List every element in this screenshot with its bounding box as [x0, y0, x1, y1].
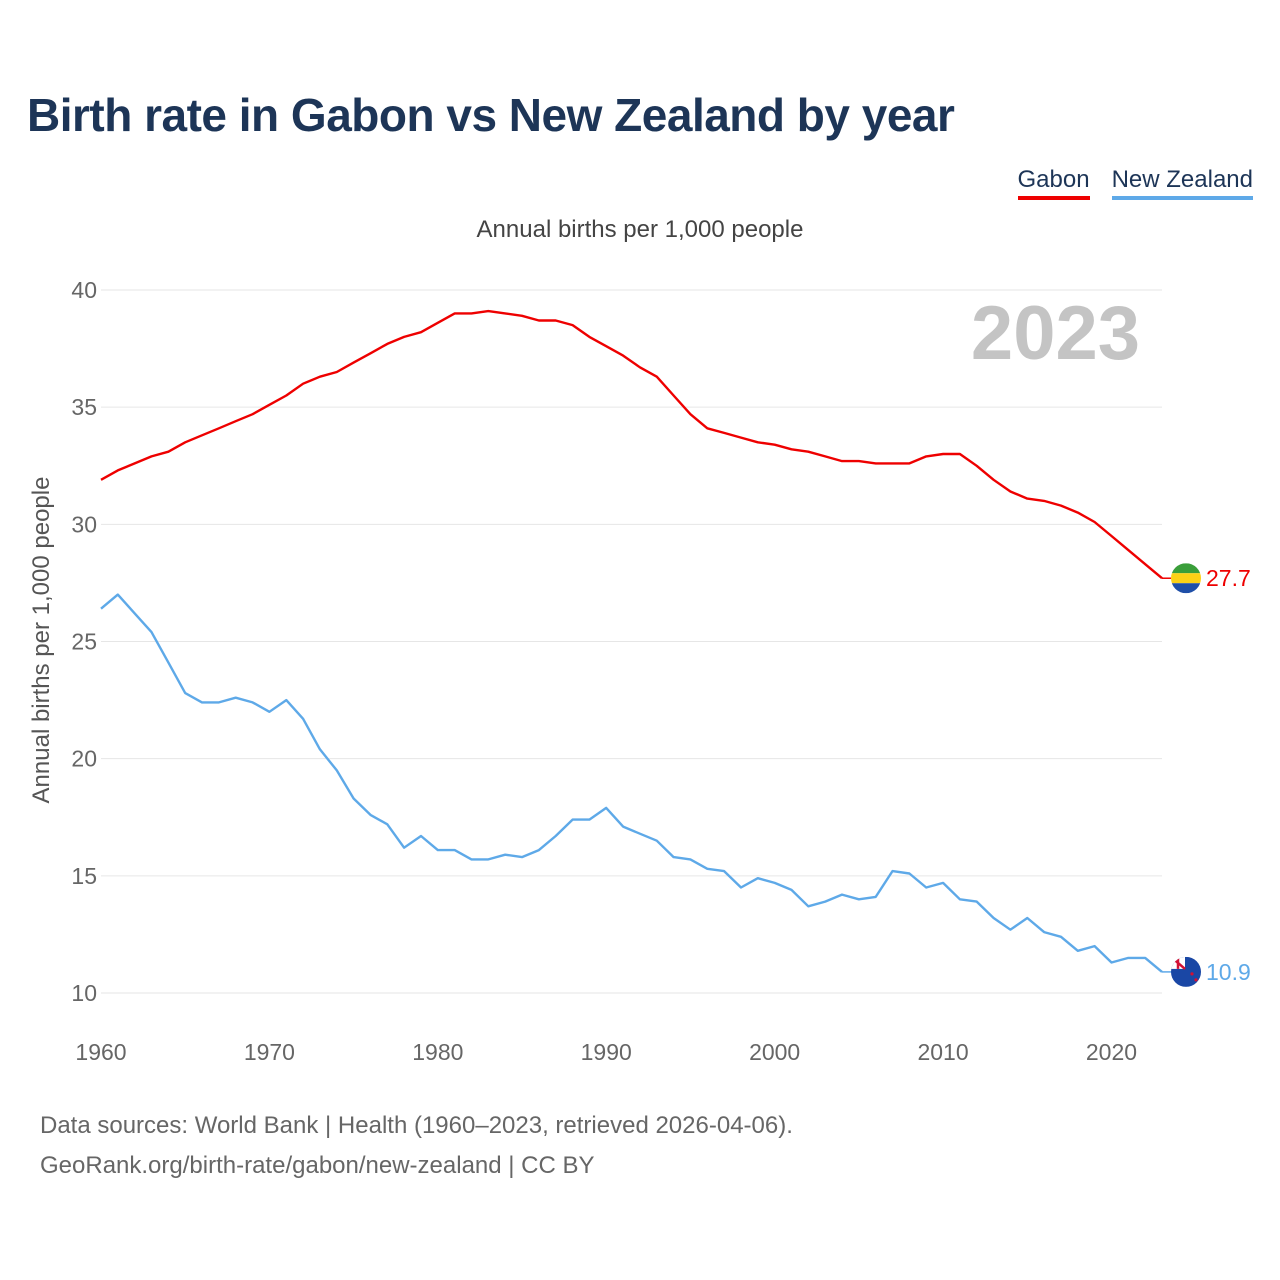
legend-new-zealand[interactable]: New Zealand	[1111, 166, 1253, 200]
y-tick-label: 10	[71, 980, 97, 1006]
y-tick-label: 40	[71, 277, 97, 303]
y-tick-label: 30	[71, 511, 97, 537]
y-tick-label: 15	[71, 863, 97, 889]
x-tick-label: 1960	[75, 1039, 126, 1065]
year-watermark: 2023	[970, 291, 1140, 376]
new-zealand-flag-icon	[1171, 956, 1201, 987]
end-value-label-gabon: 27.7	[1206, 565, 1251, 591]
gabon-flag-icon	[1171, 563, 1201, 594]
chart-subtitle: Annual births per 1,000 people	[476, 216, 804, 243]
y-tick-label: 25	[71, 629, 97, 655]
legend: Gabon New Zealand	[1017, 166, 1253, 200]
footer: Data sources: World Bank | Health (1960–…	[40, 1106, 793, 1186]
legend-gabon[interactable]: Gabon	[1017, 166, 1090, 200]
series-line-gabon	[100, 309, 1163, 580]
x-tick-label: 2010	[917, 1039, 968, 1065]
series-line-new-zealand	[100, 593, 1163, 973]
chart-title: Birth rate in Gabon vs New Zealand by ye…	[27, 89, 955, 141]
y-tick-label: 20	[71, 746, 97, 772]
x-tick-label: 1990	[581, 1039, 632, 1065]
x-tick-label: 1980	[412, 1039, 463, 1065]
x-tick-label: 2020	[1086, 1039, 1137, 1065]
x-tick-label: 1970	[244, 1039, 295, 1065]
y-tick-label: 35	[71, 394, 97, 420]
source-url[interactable]: GeoRank.org/birth-rate/gabon/new-zealand…	[40, 1152, 595, 1179]
x-tick-label: 2000	[749, 1039, 800, 1065]
end-value-label-new-zealand: 10.9	[1206, 959, 1251, 985]
data-sources-text: Data sources: World Bank | Health (1960–…	[40, 1112, 793, 1139]
